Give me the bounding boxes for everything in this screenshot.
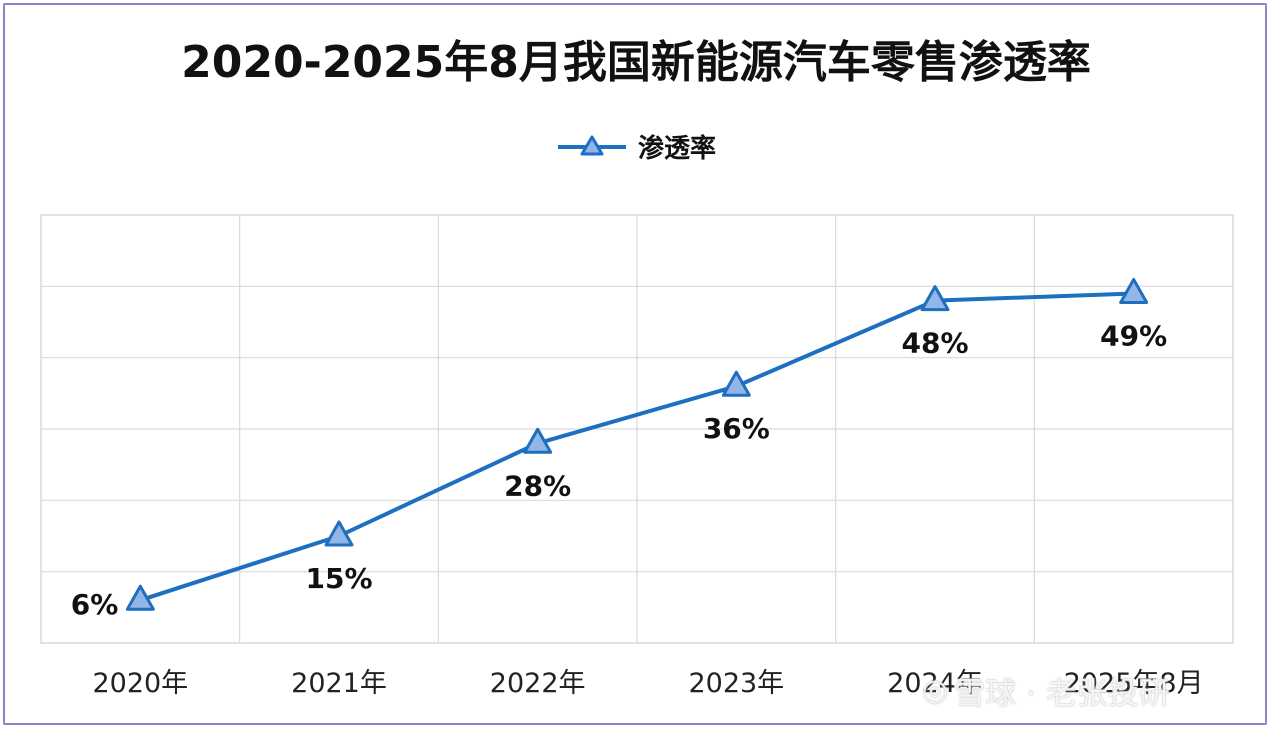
data-point	[324, 520, 354, 547]
data-point	[125, 584, 155, 611]
chart-frame	[3, 3, 1267, 725]
data-label: 28%	[504, 469, 571, 502]
legend-marker-icon	[557, 135, 626, 156]
data-label: 49%	[1100, 319, 1167, 352]
data-label: 48%	[901, 327, 968, 360]
snowball-logo-icon: ◎	[922, 673, 949, 708]
chart-legend: 渗透率	[0, 126, 1272, 166]
x-tick-label: 2024年	[887, 668, 983, 699]
x-tick-label: 2022年	[490, 668, 586, 699]
data-point	[920, 285, 950, 312]
x-tick-label: 2023年	[688, 668, 784, 699]
chart-title: 2020-2025年8月我国新能源汽车零售渗透率	[181, 37, 1091, 88]
data-point	[1119, 277, 1149, 304]
data-label: 36%	[703, 412, 770, 445]
x-tick-label: 2025年8月	[1064, 668, 1204, 699]
legend-label: 渗透率	[637, 133, 716, 164]
data-label: 15%	[305, 562, 372, 595]
watermark: ◎ 雪球 · 老张投研	[922, 668, 1170, 713]
watermark-text: 雪球 · 老张投研	[954, 676, 1170, 712]
data-point	[721, 370, 751, 397]
x-tick-label: 2020年	[92, 668, 188, 699]
x-tick-label: 2021年	[291, 668, 387, 699]
series-line	[139, 291, 1134, 603]
data-label: 6%	[71, 588, 119, 621]
data-point	[523, 427, 553, 454]
